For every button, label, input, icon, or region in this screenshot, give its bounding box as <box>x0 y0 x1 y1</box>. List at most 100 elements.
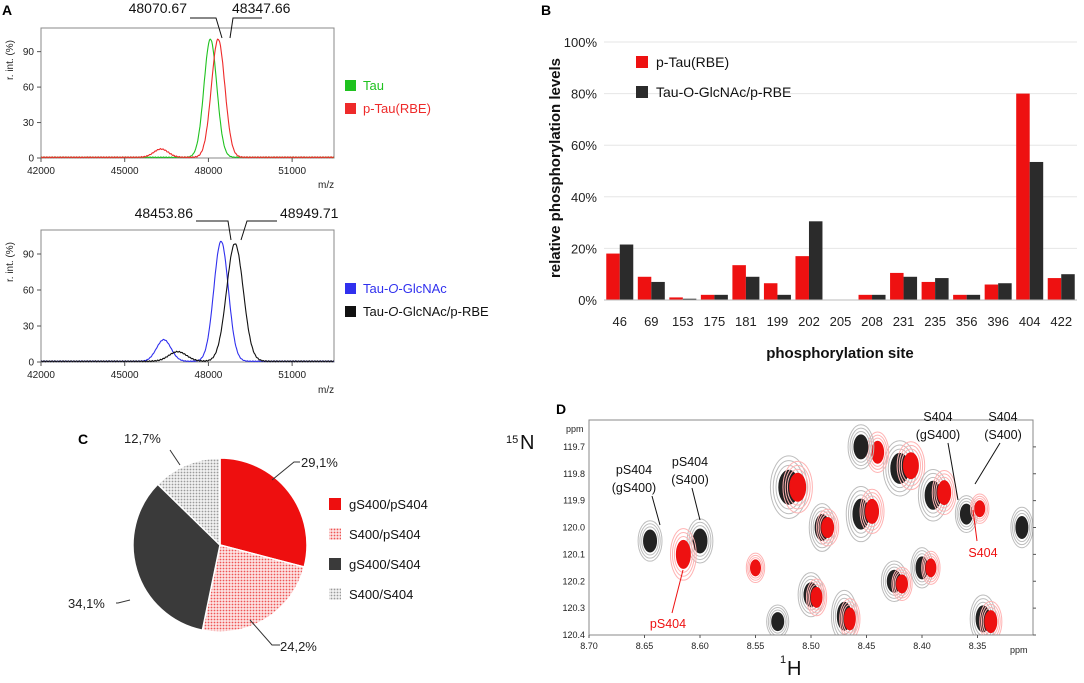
nmr-contour <box>748 557 763 579</box>
x-tick-label: 46 <box>613 314 627 329</box>
x-tick-label: 396 <box>987 314 1009 329</box>
y-tick-label: 60 <box>23 83 35 94</box>
nmr-contour <box>843 607 856 631</box>
nmr-contour <box>641 526 659 556</box>
bar <box>777 294 791 300</box>
bar <box>903 276 918 300</box>
x-axis-label: m/z <box>318 180 334 191</box>
y-tick-label: 90 <box>23 47 35 58</box>
nmr-contour <box>821 517 835 538</box>
panel-label-b: B <box>541 2 551 18</box>
nmr-contour <box>673 535 693 573</box>
peak-label: pS404 <box>650 617 686 631</box>
y-tick-label: 30 <box>23 118 35 129</box>
nmr-contour <box>675 539 691 569</box>
peak-label: pS404 <box>616 463 652 477</box>
peak-label: (S400) <box>984 428 1022 442</box>
peak-label: S404 <box>988 410 1017 424</box>
legend-label: S400/S404 <box>349 587 413 602</box>
peak-label: S404 <box>968 546 997 560</box>
x-tick-label: 42000 <box>27 166 55 177</box>
nmr-contour <box>869 437 886 467</box>
peak-label: (gS400) <box>916 428 960 442</box>
nmr-contour <box>1013 512 1031 543</box>
legend-label: gS400/S404 <box>349 557 421 572</box>
y-axis-label: r. int. (%) <box>5 40 16 80</box>
nmr-contour <box>767 607 788 635</box>
bar <box>637 276 652 300</box>
legend-swatch <box>329 528 341 540</box>
nmr-contour <box>971 495 989 522</box>
x-tick-label: 8.35 <box>969 641 987 651</box>
nmr-contour <box>671 532 695 577</box>
bar <box>732 265 746 300</box>
nmr-contour <box>931 469 957 516</box>
y-tick-label: 60 <box>23 286 35 297</box>
bar <box>1029 161 1044 300</box>
peak-label: (S400) <box>671 473 709 487</box>
x-tick-label: 8.55 <box>747 641 765 651</box>
nmr-contour <box>816 508 840 547</box>
xlabel-sup: 1 <box>780 654 786 666</box>
nmr-contour <box>810 586 823 608</box>
x-tick-label: 422 <box>1050 314 1072 329</box>
legend-label: gS400/pS404 <box>349 497 428 512</box>
bar <box>619 244 634 300</box>
bar <box>998 283 1012 300</box>
legend-label-tau: Tau <box>363 78 384 93</box>
nmr-contour <box>896 441 926 491</box>
bar <box>921 281 936 300</box>
legend-label-ptau: p-Tau(RBE) <box>363 101 431 116</box>
nmr-contour <box>805 578 828 617</box>
legend-swatch-ptau <box>345 103 356 114</box>
y-axis-label: relative phosphorylation levels <box>547 58 564 278</box>
legend-label-tau-oglcnac: Tau-O-GlcNAc <box>363 281 447 296</box>
nmr-contour <box>637 520 663 562</box>
nmr-contour <box>669 528 697 581</box>
x-tick-label: 8.40 <box>913 641 931 651</box>
y-axis-label: N <box>520 432 534 454</box>
nmr-contour <box>643 529 658 553</box>
y-tick-label: 80% <box>571 87 597 102</box>
legend-swatch <box>329 558 341 570</box>
nmr-contour <box>849 427 873 467</box>
panel-a-bottom: 0 30 60 90 42000 45000 48000 51000 r. int. (%)… <box>5 205 489 396</box>
legend-label-tau-oglcnac-prbe: Tau-O-GlcNAc/p-RBE <box>363 304 489 319</box>
series-line <box>40 243 334 363</box>
bar <box>953 294 967 300</box>
x-tick-label: 8.50 <box>802 641 820 651</box>
bar <box>795 256 809 300</box>
pie-value-label: 34,1% <box>68 596 105 611</box>
y-tick-label: 120.3 <box>562 603 585 613</box>
x-axis-label: m/z <box>318 385 334 396</box>
nmr-contour <box>817 511 838 544</box>
y-tick-label: 120.1 <box>562 549 585 559</box>
nmr-contour <box>639 523 661 559</box>
y-tick-label: 119.8 <box>563 469 585 479</box>
pie-value-label: 24,2% <box>280 639 317 654</box>
y-axis-label: r. int. (%) <box>5 242 16 282</box>
nmr-contour <box>923 555 938 580</box>
x-axis-label: H <box>787 658 801 680</box>
x-tick-label: 42000 <box>27 370 55 381</box>
bar <box>606 253 620 300</box>
nmr-contour <box>861 492 883 531</box>
nmr-contour <box>750 559 761 577</box>
bar <box>984 284 999 300</box>
panel-a-top: 0 30 60 90 42000 45000 48000 51000 r. int. (%)… <box>5 0 431 191</box>
x-axis-label: phosphorylation site <box>766 345 914 362</box>
legend-label: p-Tau(RBE) <box>656 54 729 70</box>
bar <box>890 272 904 300</box>
peak-label: 48070.67 <box>129 0 188 16</box>
nmr-contour <box>984 610 998 634</box>
nmr-contour <box>853 434 869 460</box>
nmr-contour <box>892 569 912 599</box>
nmr-contour <box>809 584 825 611</box>
nmr-contour <box>859 488 885 534</box>
nmr-contour <box>937 480 952 506</box>
legend-swatch <box>636 86 648 98</box>
nmr-contour <box>1012 509 1032 546</box>
x-tick-label: 51000 <box>278 166 306 177</box>
pie-value-label: 12,7% <box>124 431 161 446</box>
pie-slice <box>156 457 221 547</box>
